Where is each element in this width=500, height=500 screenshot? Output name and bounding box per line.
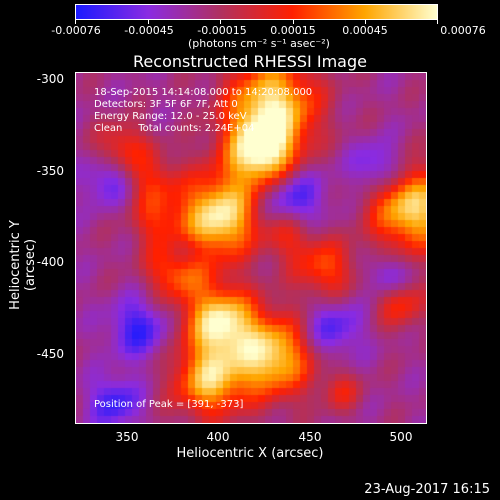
x-axis-label: Heliocentric X (arcsec) xyxy=(176,446,324,461)
colorbar-tick xyxy=(220,20,221,24)
y-tick-label: -400 xyxy=(36,255,64,269)
colorbar-tick-label: -0.00045 xyxy=(124,24,174,37)
y-tick-label: -350 xyxy=(36,164,64,178)
footer-date: 23-Aug-2017 16:15 xyxy=(364,482,490,497)
colorbar-tick xyxy=(293,20,294,24)
colorbar-tick-label: 0.00015 xyxy=(270,24,316,37)
annotation-time-range: 18-Sep-2015 14:14:08.000 to 14:20:08.000 xyxy=(94,87,313,98)
y-axis-label: Heliocentric Y (arcsec) xyxy=(8,220,38,310)
colorbar-tick xyxy=(365,20,366,24)
annotation-energy: Energy Range: 12.0 - 25.0 keV xyxy=(94,111,247,122)
x-tick-label: 500 xyxy=(389,430,413,444)
annotation-peak-position: Position of Peak = [391, -373] xyxy=(94,399,244,410)
x-tick-label: 400 xyxy=(206,430,230,444)
colorbar xyxy=(75,4,438,20)
plot-title: Reconstructed RHESSI Image xyxy=(133,52,367,71)
colorbar-tick xyxy=(437,20,438,24)
x-tick-label: 450 xyxy=(298,430,322,444)
colorbar-tick xyxy=(148,20,149,24)
colorbar-tick xyxy=(75,20,76,24)
y-tick-label: -450 xyxy=(36,347,64,361)
colorbar-tick-label: 0.00045 xyxy=(342,24,388,37)
image-plot: 18-Sep-2015 14:14:08.000 to 14:20:08.000… xyxy=(75,72,427,424)
annotation-detectors: Detectors: 3F 5F 6F 7F, Att 0 xyxy=(94,99,238,110)
colorbar-units: (photons cm⁻² s⁻¹ asec⁻²) xyxy=(188,37,330,50)
y-tick-label: -300 xyxy=(36,72,64,86)
annotation-clean: Clean Total counts: 2.24E+04 xyxy=(94,123,255,134)
x-tick-label: 350 xyxy=(115,430,139,444)
colorbar-tick-label: -0.00015 xyxy=(197,24,247,37)
rhessi-heatmap xyxy=(76,73,426,423)
colorbar-tick-label: -0.00076 xyxy=(51,24,101,37)
colorbar-tick-label: 0.00076 xyxy=(440,24,486,37)
